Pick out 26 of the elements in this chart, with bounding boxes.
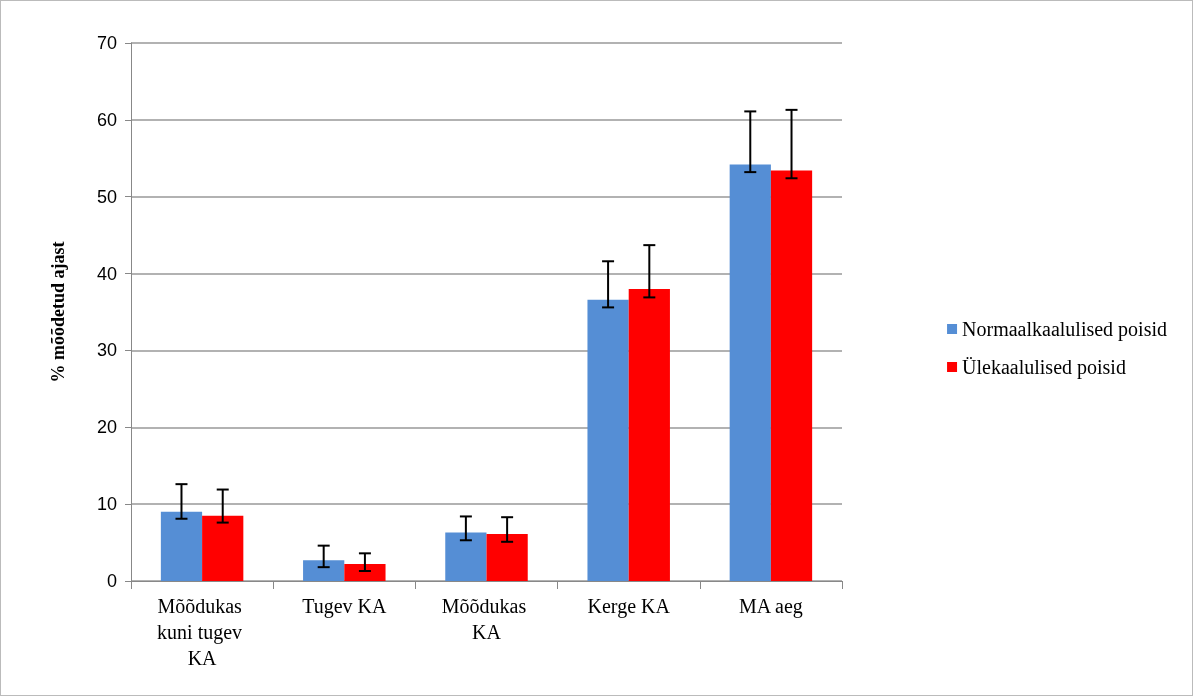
x-tick-label: MA aeg (738, 595, 803, 618)
bar (628, 288, 670, 581)
bar (587, 299, 629, 581)
bar (344, 564, 386, 581)
x-tick-label: Mõõdukas KA (441, 595, 532, 643)
bar (303, 560, 345, 581)
y-axis-title: % mõõdetud ajast (48, 241, 68, 383)
y-tick-label: 40 (96, 263, 117, 284)
bar (202, 515, 244, 581)
y-tick-label: 60 (96, 109, 117, 130)
y-tick-label: 10 (96, 494, 117, 515)
x-tick-label: Mõõdukas kuni tugev KA (157, 595, 248, 669)
bar (770, 170, 813, 581)
bar (445, 532, 487, 581)
x-tick-label: Kerge KA (587, 595, 671, 618)
bar (729, 164, 771, 581)
y-tick-label: 50 (96, 186, 117, 207)
y-tick-label: 0 (106, 571, 117, 591)
bar (486, 534, 528, 581)
legend-label: Normaalkaalulised poisid (962, 318, 1167, 341)
y-tick-label: 70 (96, 33, 117, 53)
legend-label: Ülekaalulised poisid (962, 356, 1126, 379)
y-tick-label: 30 (96, 340, 117, 361)
x-tick-label: Tugev KA (302, 595, 387, 618)
bar (160, 511, 203, 581)
y-tick-label: 20 (96, 417, 117, 438)
